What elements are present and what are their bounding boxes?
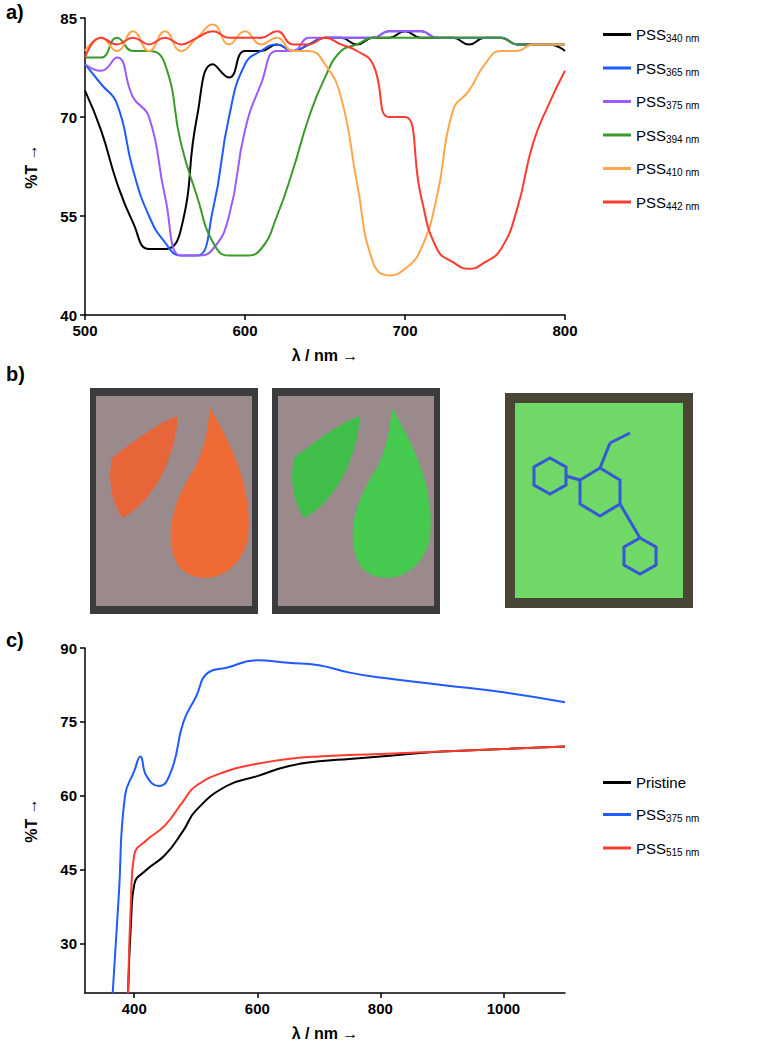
- svg-text:PSS: PSS: [636, 806, 666, 823]
- svg-text:600: 600: [232, 322, 257, 339]
- svg-text:45: 45: [60, 861, 77, 878]
- svg-text:c): c): [6, 629, 24, 651]
- svg-text:365 nm: 365 nm: [666, 67, 699, 78]
- svg-text:85: 85: [60, 10, 77, 27]
- svg-text:PSS: PSS: [636, 160, 666, 177]
- svg-text:Pristine: Pristine: [636, 774, 686, 791]
- svg-text:λ / nm →: λ / nm →: [292, 1025, 359, 1042]
- svg-text:55: 55: [60, 208, 77, 225]
- svg-text:400: 400: [122, 1000, 147, 1017]
- svg-text:%T →: %T →: [23, 144, 40, 188]
- svg-text:90: 90: [60, 640, 77, 657]
- svg-text:60: 60: [60, 787, 77, 804]
- svg-text:%T →: %T →: [23, 798, 40, 842]
- svg-text:b): b): [6, 363, 25, 385]
- svg-text:λ / nm →: λ / nm →: [292, 347, 359, 364]
- svg-text:800: 800: [552, 322, 577, 339]
- svg-text:1000: 1000: [487, 1000, 520, 1017]
- svg-text:PSS: PSS: [636, 93, 666, 110]
- svg-text:442 nm: 442 nm: [666, 201, 699, 212]
- svg-text:600: 600: [245, 1000, 270, 1017]
- svg-text:340 nm: 340 nm: [666, 33, 699, 44]
- svg-text:394 nm: 394 nm: [666, 134, 699, 145]
- svg-text:410 nm: 410 nm: [666, 167, 699, 178]
- svg-text:PSS: PSS: [636, 26, 666, 43]
- svg-text:75: 75: [60, 713, 77, 730]
- svg-text:PSS: PSS: [636, 840, 666, 857]
- svg-text:700: 700: [392, 322, 417, 339]
- svg-text:a): a): [6, 1, 24, 23]
- svg-text:515 nm: 515 nm: [666, 847, 699, 858]
- svg-text:375 nm: 375 nm: [666, 813, 699, 824]
- svg-text:375 nm: 375 nm: [666, 100, 699, 111]
- svg-text:70: 70: [60, 109, 77, 126]
- svg-text:PSS: PSS: [636, 194, 666, 211]
- svg-text:40: 40: [60, 307, 77, 324]
- svg-text:PSS: PSS: [636, 127, 666, 144]
- svg-text:800: 800: [368, 1000, 393, 1017]
- svg-text:500: 500: [72, 322, 97, 339]
- svg-text:30: 30: [60, 935, 77, 952]
- svg-text:PSS: PSS: [636, 60, 666, 77]
